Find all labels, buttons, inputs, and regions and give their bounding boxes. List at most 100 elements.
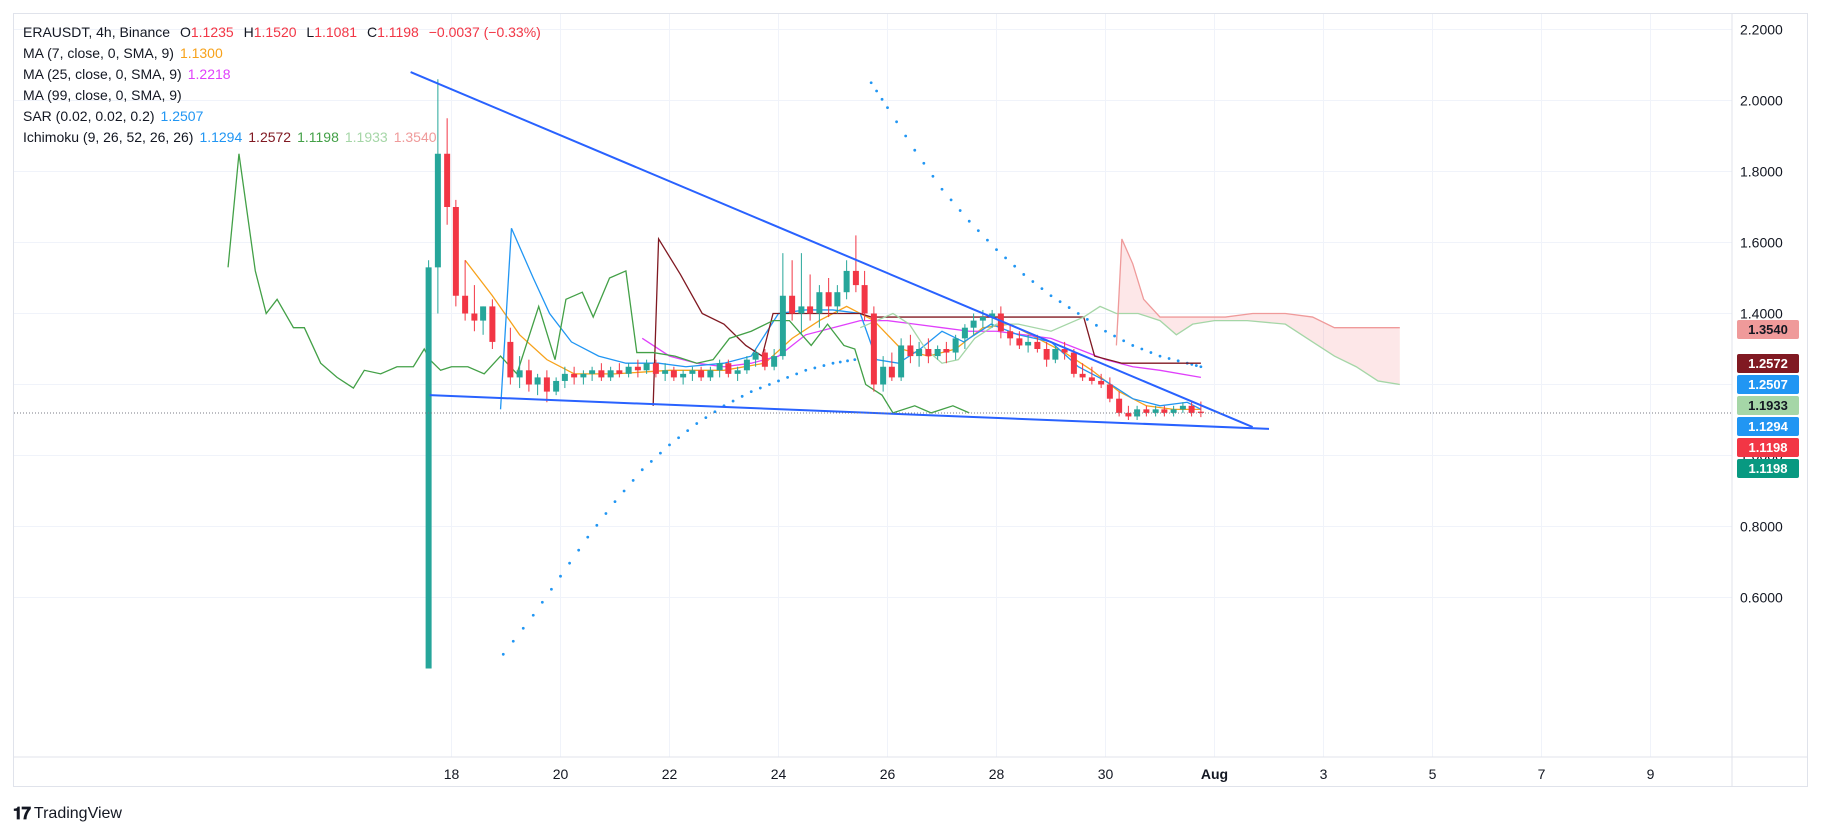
indicator-value: 1.2218 xyxy=(187,66,231,82)
price-axis-tick-label: 1.4000 xyxy=(1740,306,1783,322)
sar-dot xyxy=(1113,334,1116,338)
sar-dot xyxy=(967,219,971,223)
candle-body xyxy=(698,370,705,378)
price-tag: 1.2507 xyxy=(1737,375,1799,395)
candle-body xyxy=(580,373,587,378)
sar-dot xyxy=(704,416,708,420)
indicator-label: Ichimoku (9, 26, 52, 26, 26) xyxy=(23,129,194,145)
candle-body xyxy=(616,370,623,374)
candle-body xyxy=(1016,338,1023,346)
candle-body xyxy=(870,313,877,385)
indicator-value: 1.1294 xyxy=(199,129,243,145)
open-key: O xyxy=(179,24,191,40)
ichimoku-cloud xyxy=(1116,238,1400,385)
candle-body xyxy=(607,370,614,378)
candle-body xyxy=(652,363,659,374)
time-axis-tick-label: 5 xyxy=(1429,766,1437,782)
candle-body xyxy=(1188,405,1195,413)
indicator-label: MA (99, close, 0, SMA, 9) xyxy=(23,87,182,103)
sar-dot xyxy=(1049,294,1053,298)
sar-dot xyxy=(813,366,817,370)
sar-dot xyxy=(1031,280,1035,283)
indicator-row[interactable]: MA (99, close, 0, SMA, 9) xyxy=(23,85,553,106)
indicator-line xyxy=(499,228,1202,410)
sar-dot xyxy=(940,187,944,191)
indicator-list: MA (7, close, 0, SMA, 9) 1.1300 MA (25, cl… xyxy=(23,43,553,148)
close-key: C xyxy=(366,24,378,40)
sar-dot xyxy=(1104,329,1107,333)
sar-dot xyxy=(1076,312,1080,315)
candle-body xyxy=(961,327,968,339)
time-axis-tick-label: 18 xyxy=(444,766,460,782)
sar-dot xyxy=(677,436,680,440)
sar-dot xyxy=(1131,344,1135,347)
sar-dot xyxy=(559,574,562,578)
tradingview-mark-icon: 𝟏𝟕 xyxy=(13,804,31,823)
candle-body xyxy=(553,380,560,392)
sar-dot xyxy=(795,372,799,376)
sar-dot xyxy=(511,639,515,643)
sar-dot xyxy=(540,600,544,604)
candle-body xyxy=(1106,384,1113,399)
sar-dot xyxy=(695,422,699,425)
sar-dot xyxy=(822,364,826,367)
sar-dot xyxy=(550,587,553,591)
indicator-value: 1.1933 xyxy=(344,129,388,145)
candle-body xyxy=(643,363,650,371)
tradingview-logo[interactable]: 𝟏𝟕 TradingView xyxy=(13,804,122,824)
sar-dot xyxy=(958,209,962,212)
candle-body xyxy=(934,349,941,357)
sar-dot xyxy=(604,512,608,515)
sar-dot xyxy=(686,429,690,433)
price-axis-tick-label: 1.8000 xyxy=(1740,164,1783,180)
candle-body xyxy=(1007,331,1014,339)
candle-body xyxy=(1052,349,1059,360)
sar-dot xyxy=(853,358,857,362)
indicator-label: SAR (0.02, 0.02, 0.2) xyxy=(23,108,155,124)
symbol-label[interactable]: ERAUSDT, 4h, Binance xyxy=(23,24,171,40)
sar-dot xyxy=(1176,359,1180,363)
indicator-value: 1.1300 xyxy=(179,45,223,61)
time-axis-tick-label: Aug xyxy=(1201,766,1228,782)
indicator-row[interactable]: MA (7, close, 0, SMA, 9) 1.1300 xyxy=(23,43,553,64)
candle-body xyxy=(970,320,977,328)
candle-body xyxy=(471,313,478,321)
sar-dot xyxy=(749,390,753,393)
candle-body xyxy=(1088,377,1095,381)
indicator-label: MA (7, close, 0, SMA, 9) xyxy=(23,45,174,61)
candle-body xyxy=(816,292,823,314)
candle-body xyxy=(779,295,786,357)
sar-dot xyxy=(913,148,917,152)
candle-body xyxy=(734,370,741,374)
time-axis-tick-label: 24 xyxy=(771,766,787,782)
candle-body xyxy=(898,345,905,378)
candle-body xyxy=(625,366,632,374)
candle-body xyxy=(952,338,959,353)
candle-body xyxy=(989,313,996,318)
candle-body xyxy=(907,345,914,357)
sar-dot xyxy=(922,161,926,165)
sar-dot xyxy=(595,523,599,527)
candle-body xyxy=(670,370,677,378)
candle-body xyxy=(561,373,568,381)
open-value: 1.1235 xyxy=(190,24,234,40)
candle-body xyxy=(771,356,778,367)
candle-body xyxy=(1152,409,1159,413)
indicator-row[interactable]: SAR (0.02, 0.02, 0.2) 1.2507 xyxy=(23,106,553,127)
candle-body xyxy=(1079,373,1086,378)
sar-dot xyxy=(777,379,780,383)
indicator-label: MA (25, close, 0, SMA, 9) xyxy=(23,66,182,82)
sar-dot xyxy=(713,410,717,414)
indicator-row[interactable]: Ichimoku (9, 26, 52, 26, 26) 1.1294 1.2572… xyxy=(23,127,553,148)
sar-dot xyxy=(1158,354,1162,358)
sar-dot xyxy=(668,443,671,447)
indicator-row[interactable]: MA (25, close, 0, SMA, 9) 1.2218 xyxy=(23,64,553,85)
sar-dot xyxy=(1149,351,1153,354)
ohlc-readout: O1.1235 H1.1520 L1.1081 C1.1198 −0.0037 … xyxy=(180,24,547,40)
sar-dot xyxy=(1040,287,1044,291)
candle-body xyxy=(743,359,750,371)
candle-body xyxy=(798,306,805,314)
price-axis-tick-label: 2.2000 xyxy=(1740,22,1783,38)
price-axis-tick-label: 2.0000 xyxy=(1740,93,1783,109)
